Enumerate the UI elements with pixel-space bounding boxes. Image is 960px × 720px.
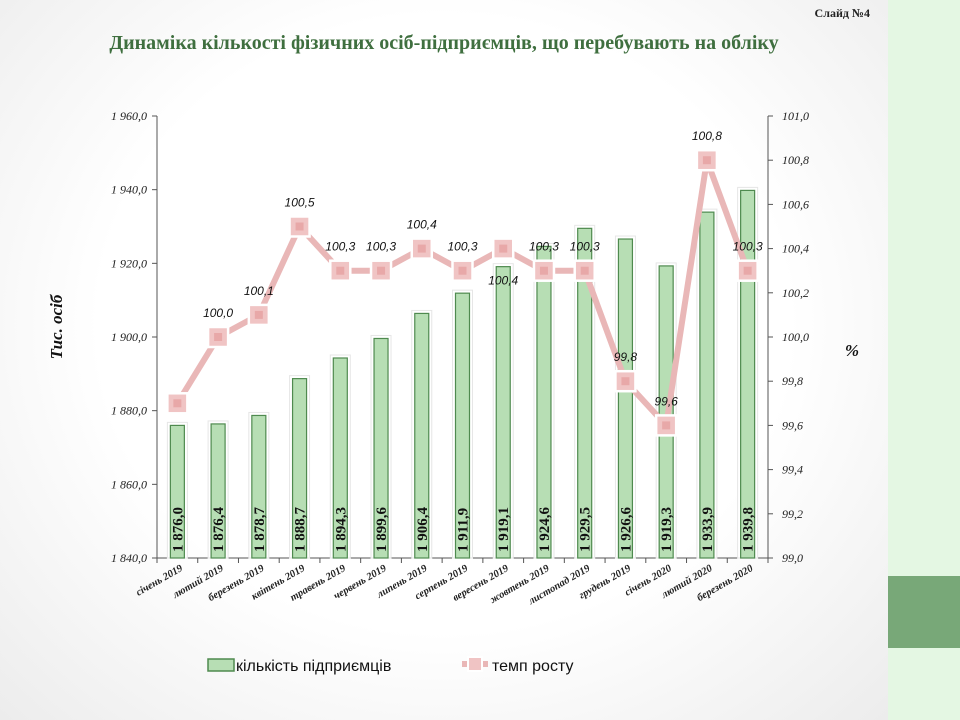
legend-line-label: темп росту bbox=[492, 658, 573, 675]
bar bbox=[251, 414, 267, 559]
bar-value-label: 1 926,6 bbox=[618, 507, 634, 553]
chart-title: Динаміка кількості фізичних осіб-підприє… bbox=[109, 32, 779, 54]
bar bbox=[454, 292, 471, 559]
y-tick-label: 1 920,0 bbox=[111, 256, 147, 270]
y2-tick-label: 99,6 bbox=[782, 418, 803, 432]
bar-value-label: 1 888,7 bbox=[293, 507, 309, 553]
rate-marker-core bbox=[743, 266, 752, 275]
y2-axis-title: % bbox=[845, 341, 859, 360]
legend-bar-swatch bbox=[207, 658, 235, 672]
y-tick-label: 1 880,0 bbox=[111, 404, 147, 418]
rate-value-label: 100,3 bbox=[570, 240, 600, 254]
y2-tick-label: 99,8 bbox=[782, 374, 803, 388]
bar bbox=[291, 378, 308, 559]
rate-value-label: 99,6 bbox=[654, 394, 678, 408]
bar-value-label: 1 911,9 bbox=[456, 508, 472, 552]
y2-tick-label: 100,4 bbox=[782, 242, 809, 256]
bar-value-label: 1 899,6 bbox=[374, 507, 390, 553]
y-tick-label: 1 940,0 bbox=[111, 183, 147, 197]
rate-marker-core bbox=[214, 333, 223, 341]
rate-value-label: 100,5 bbox=[285, 196, 315, 210]
rate-value-label: 100,3 bbox=[366, 240, 396, 254]
bar-value-label: 1 878,7 bbox=[252, 507, 268, 553]
bar-value-label: 1 933,9 bbox=[700, 507, 716, 552]
rate-value-label: 100,3 bbox=[529, 240, 559, 254]
y2-tick-label: 101,0 bbox=[782, 109, 809, 123]
y2-tick-label: 100,2 bbox=[782, 286, 809, 300]
bar bbox=[536, 245, 552, 559]
bar bbox=[577, 227, 593, 559]
decorative-side-block bbox=[888, 576, 960, 648]
rate-marker-core bbox=[499, 244, 508, 253]
rate-marker-core bbox=[173, 399, 182, 408]
bar-value-label: 1 929,5 bbox=[578, 507, 594, 552]
data-labels: 1 876,0 1 876,4 1 878,7 1 888,7 1 894,3 1 899… bbox=[170, 129, 763, 552]
rate-value-label: 99,8 bbox=[614, 350, 638, 364]
rate-marker-core bbox=[458, 266, 467, 275]
bar-value-label: 1 876,4 bbox=[211, 507, 227, 553]
rate-value-label: 100,8 bbox=[692, 129, 722, 143]
bar-value-label: 1 919,1 bbox=[496, 507, 512, 552]
combo-chart: 1 840,0 1 860,0 1 880,0 1 900,0 1 920,0 1 940… bbox=[47, 109, 859, 675]
bar-value-label: 1 894,3 bbox=[333, 507, 349, 552]
rate-marker-core bbox=[580, 266, 589, 275]
bar bbox=[373, 337, 389, 559]
rate-marker-core bbox=[621, 377, 630, 386]
slide-number: Слайд №4 bbox=[814, 6, 870, 20]
rate-value-label: 100,3 bbox=[733, 240, 763, 254]
rate-value-label: 100,1 bbox=[244, 284, 274, 298]
rate-marker-core bbox=[295, 222, 304, 231]
bar-value-label: 1 924,6 bbox=[537, 507, 553, 553]
line-series bbox=[166, 148, 759, 437]
legend: кількість підприємців темп росту bbox=[207, 656, 573, 675]
bar-series bbox=[166, 186, 759, 559]
legend-bar-label: кількість підприємців bbox=[236, 658, 391, 675]
rate-marker-core bbox=[336, 266, 345, 275]
rate-value-label: 100,4 bbox=[407, 218, 437, 232]
y2-tick-label: 99,0 bbox=[782, 551, 803, 565]
rate-value-label: 100,0 bbox=[203, 306, 233, 320]
bar bbox=[332, 357, 348, 559]
legend-marker-swatch bbox=[467, 656, 483, 672]
rate-value-label: 100,3 bbox=[447, 240, 477, 254]
y-tick-label: 1 960,0 bbox=[111, 109, 147, 123]
rate-value-label: 100,4 bbox=[488, 274, 518, 288]
y2-tick-label: 100,6 bbox=[782, 197, 809, 211]
rate-value-label: 100,3 bbox=[325, 240, 355, 254]
bar-value-label: 1 939,8 bbox=[741, 507, 757, 552]
y-tick-label: 1 840,0 bbox=[111, 551, 147, 565]
bar bbox=[495, 266, 511, 559]
y2-tick-label: 100,8 bbox=[782, 153, 809, 167]
bar-value-label: 1 919,3 bbox=[659, 507, 675, 552]
y-axis-title: Тис. осіб bbox=[47, 293, 66, 359]
rate-marker-core bbox=[254, 310, 263, 319]
bar bbox=[210, 423, 226, 559]
rate-marker-core bbox=[377, 266, 386, 275]
bar-value-label: 1 906,4 bbox=[415, 507, 431, 553]
y2-tick-label: 100,0 bbox=[782, 330, 809, 344]
bar bbox=[414, 312, 430, 559]
y-tick-label: 1 900,0 bbox=[111, 330, 147, 344]
rate-marker-core bbox=[702, 156, 711, 165]
y2-tick-label: 99,4 bbox=[782, 463, 803, 477]
y2-tick-label: 99,2 bbox=[782, 507, 803, 521]
y-tick-label: 1 860,0 bbox=[111, 477, 147, 491]
bar bbox=[699, 211, 715, 559]
bar bbox=[617, 238, 634, 559]
bar bbox=[169, 424, 185, 559]
rate-marker-core bbox=[417, 244, 426, 253]
bar-value-label: 1 876,0 bbox=[170, 507, 186, 552]
bar bbox=[740, 189, 756, 559]
rate-marker-core bbox=[662, 421, 671, 430]
rate-marker-core bbox=[539, 266, 548, 275]
